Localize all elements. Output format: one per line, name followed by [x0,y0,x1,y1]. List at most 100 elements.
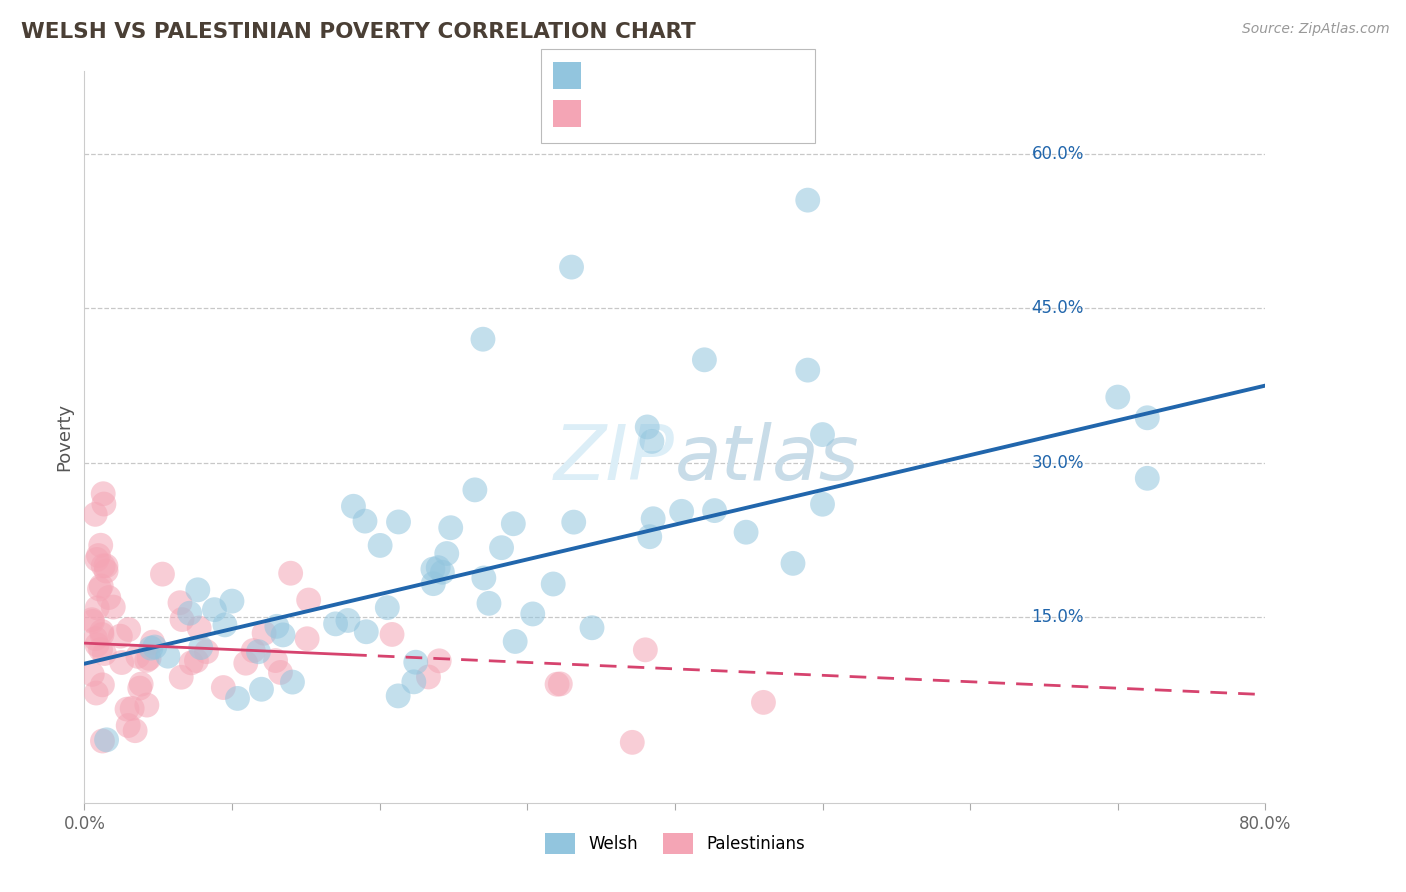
Text: N = 61: N = 61 [724,67,792,85]
Point [427,654,450,668]
Point [124,723,146,738]
Point [86,552,108,566]
Text: 30.0%: 30.0% [1032,454,1084,472]
Text: 60.0%: 60.0% [1032,145,1084,162]
Point [472,332,495,346]
Point [135,653,157,667]
Point [91,558,114,573]
Point [1107,390,1129,404]
Point [195,645,218,659]
Point [281,675,304,690]
Point [797,193,820,207]
Text: 0.439: 0.439 [644,67,707,85]
Point [636,420,658,434]
Point [405,655,427,669]
Point [298,593,321,607]
Point [264,654,287,668]
Point [541,577,564,591]
Point [110,629,132,643]
Point [375,600,398,615]
Point [269,665,291,680]
Point [295,632,318,646]
Point [138,651,160,665]
Point [118,623,141,637]
Point [129,677,152,691]
Point [242,643,264,657]
Point [703,503,725,517]
Point [342,500,364,514]
Point [381,627,404,641]
Point [427,560,450,574]
Point [90,642,112,657]
Point [621,735,644,749]
Point [1136,410,1159,425]
Point [634,643,657,657]
Point [638,530,661,544]
Point [87,549,110,563]
Text: atlas: atlas [675,422,859,496]
Point [368,538,391,552]
Point [226,691,249,706]
Point [354,514,377,528]
Point [156,649,179,664]
Point [436,547,458,561]
Point [280,566,302,581]
Point [212,681,235,695]
Point [84,686,107,700]
Point [752,695,775,709]
Point [187,582,209,597]
Y-axis label: Poverty: Poverty [55,403,73,471]
Point [103,600,125,615]
Point [93,647,115,661]
Point [336,614,359,628]
Point [253,626,276,640]
Point [97,591,120,605]
Point [503,634,526,648]
Point [478,596,501,610]
Point [266,619,288,633]
Point [135,698,157,712]
Point [432,566,454,580]
Point [179,606,201,620]
Point [84,508,107,522]
Point [422,576,444,591]
Point [128,681,150,695]
Point [356,624,378,639]
Point [641,434,664,449]
Point [94,558,117,573]
Point [91,678,114,692]
Point [127,649,149,664]
Point [143,640,166,654]
Point [581,621,603,635]
Point [502,516,524,531]
Point [90,624,112,639]
Point [180,656,202,670]
Point [402,674,425,689]
Point [86,601,108,615]
Text: Source: ZipAtlas.com: Source: ZipAtlas.com [1241,22,1389,37]
Point [561,260,583,274]
Point [693,352,716,367]
Point [80,613,103,627]
Point [111,656,134,670]
Text: -0.036: -0.036 [644,104,709,122]
Point [797,363,820,377]
Point [811,497,834,511]
Point [117,718,139,732]
Text: ZIP: ZIP [554,422,675,496]
Point [1136,471,1159,485]
Point [190,640,212,655]
Point [82,667,104,681]
Point [91,627,114,641]
Point [152,567,174,582]
Text: 15.0%: 15.0% [1032,608,1084,626]
Point [84,632,107,646]
Point [93,497,115,511]
Point [169,596,191,610]
Legend: Welsh, Palestinians: Welsh, Palestinians [538,827,811,860]
Point [139,641,162,656]
Point [221,594,243,608]
Point [82,615,104,629]
Point [188,621,211,635]
Point [91,734,114,748]
